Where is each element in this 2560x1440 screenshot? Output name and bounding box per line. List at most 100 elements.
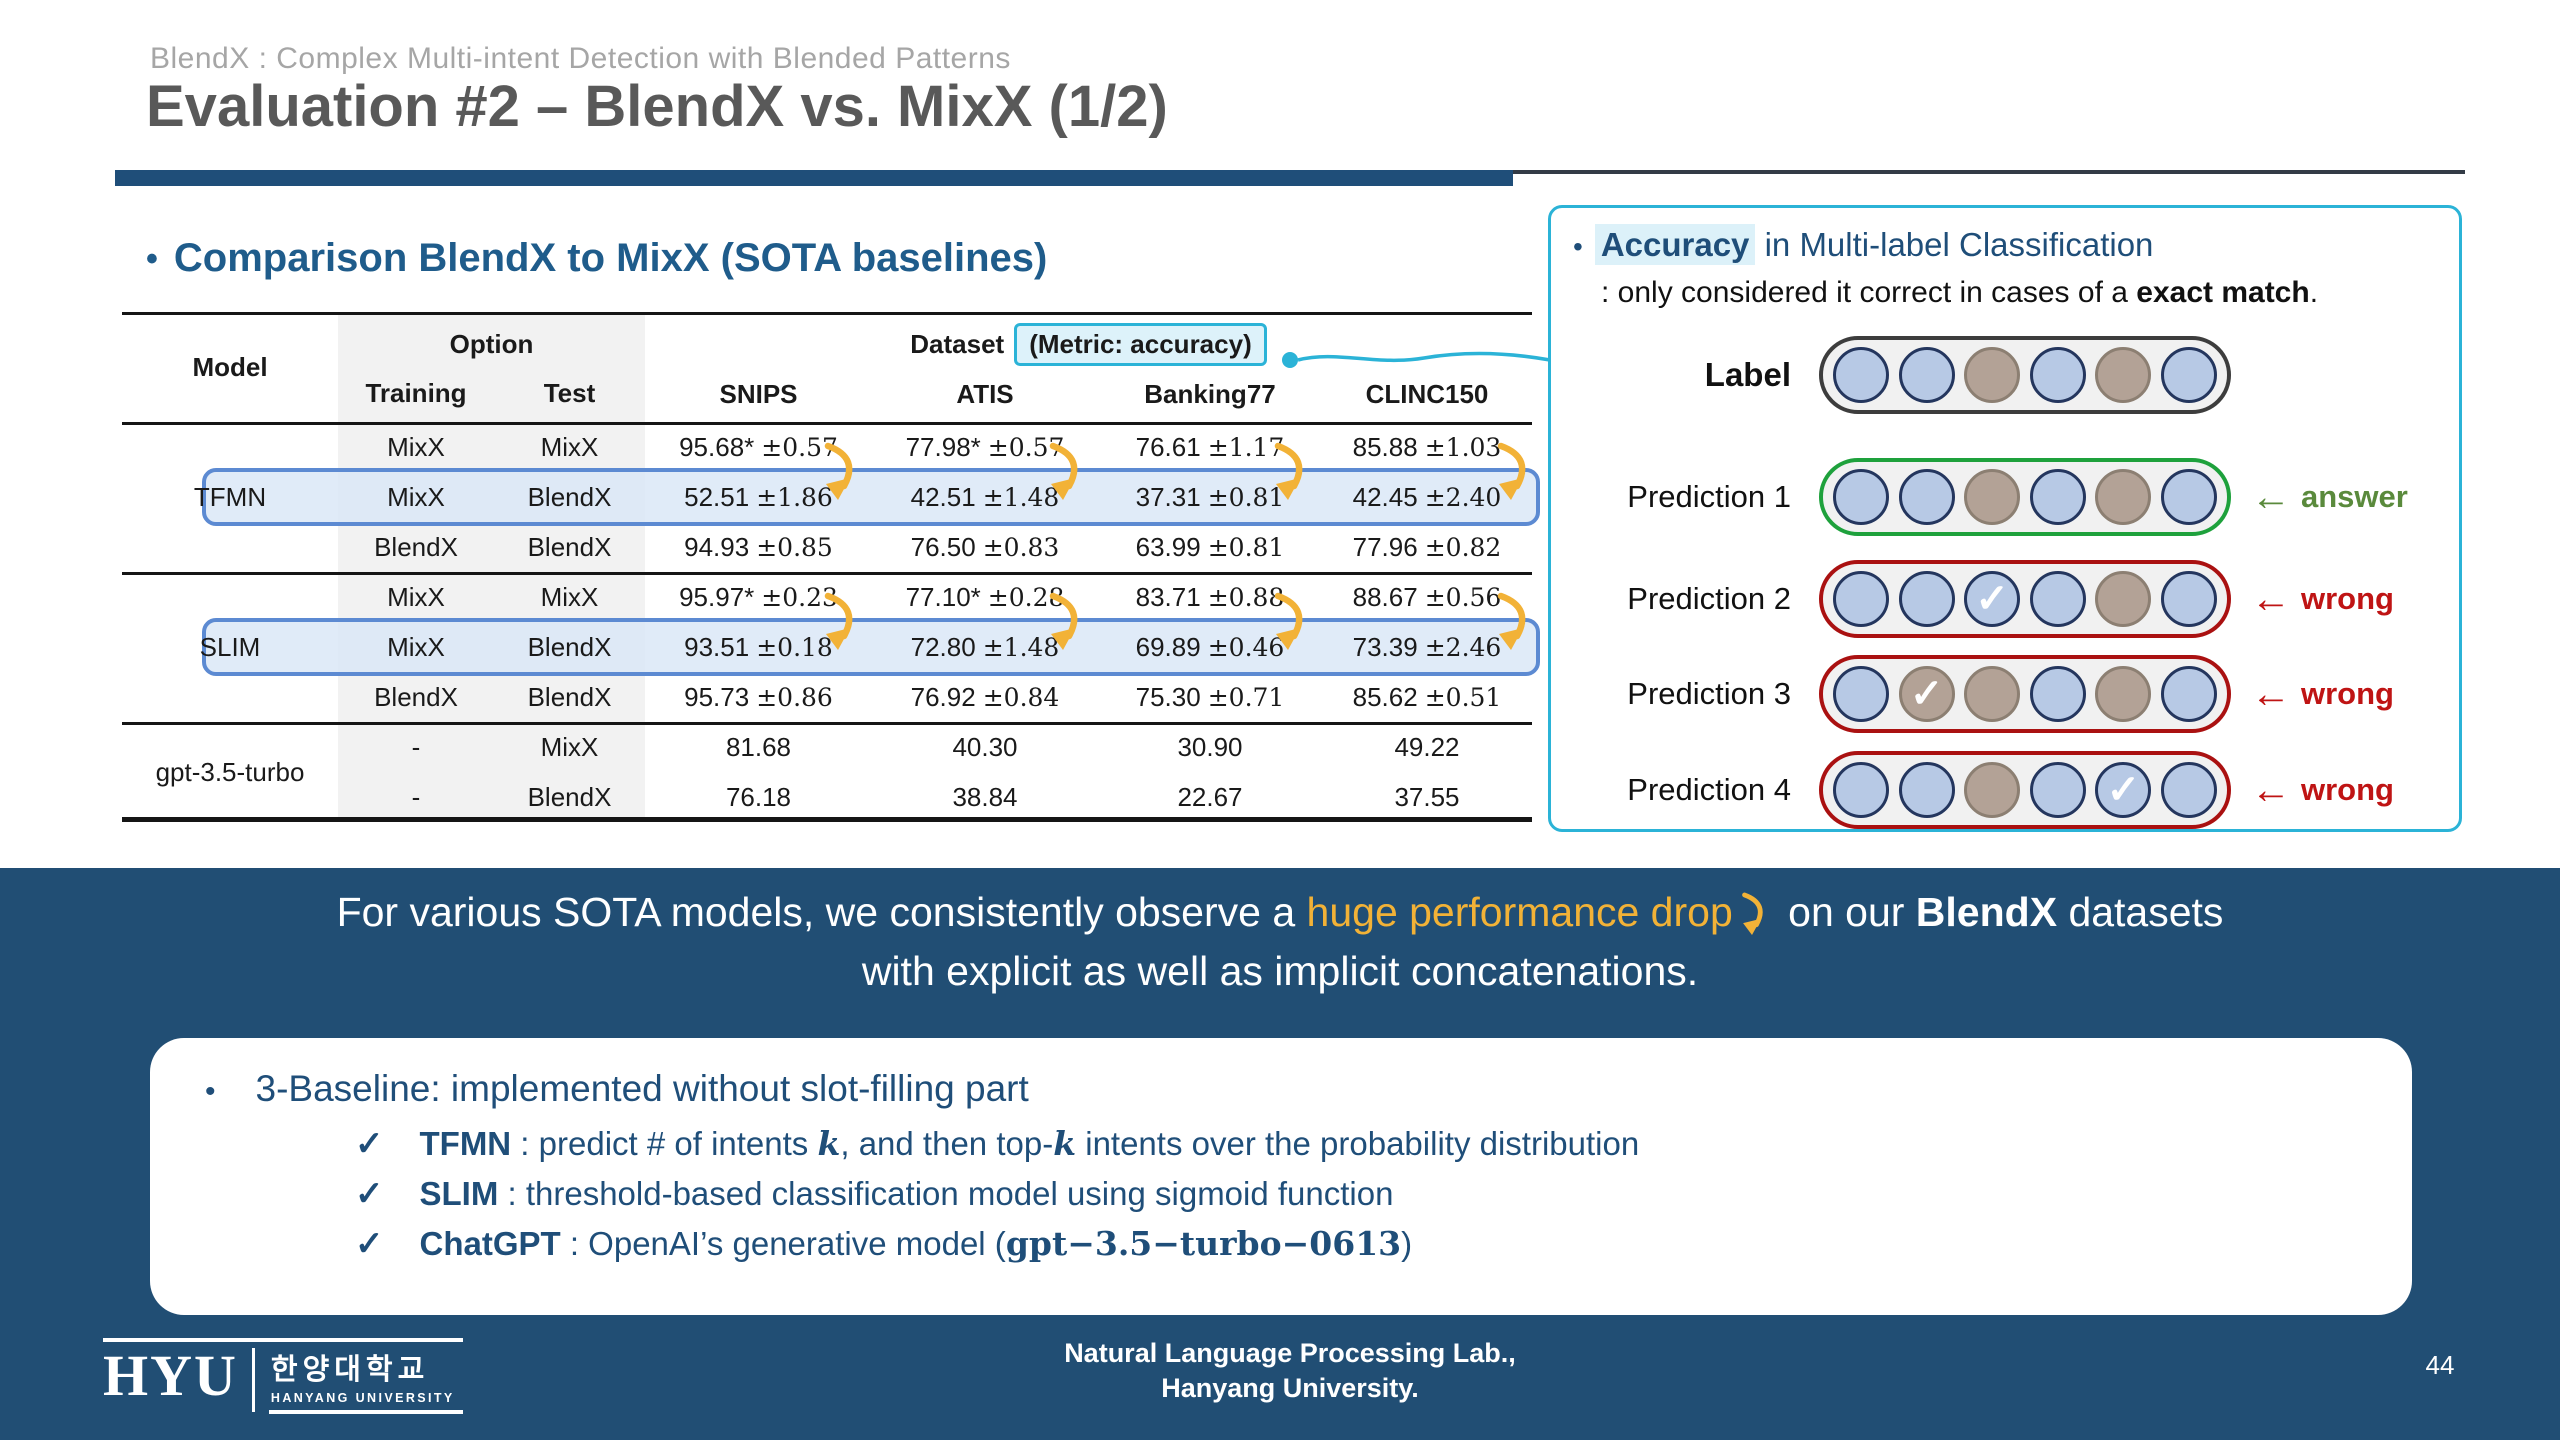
cell-clinc: 77.96 ±0.82 xyxy=(1352,531,1502,562)
col-header-clinc150: CLINC150 xyxy=(1365,378,1489,409)
label-pill xyxy=(1819,336,2231,414)
takeaway-post: datasets xyxy=(2057,888,2224,935)
accuracy-highlight: Accuracy xyxy=(1594,224,1756,265)
prediction-row-1: Prediction 1 ← answer xyxy=(1551,458,2465,536)
callout-dot-icon xyxy=(1282,352,1298,368)
cell-training: - xyxy=(411,731,421,762)
bullet-icon: • xyxy=(1573,231,1583,262)
cell-test: BlendX xyxy=(527,631,612,662)
intent-circle xyxy=(1964,347,2021,403)
takeaway-pre: For various SOTA models, we consistently… xyxy=(336,888,1307,935)
hyu-logo: HYU 한양대학교 HANYANG UNIVERSITY xyxy=(103,1338,463,1414)
col-header-training: Training xyxy=(365,377,467,408)
cell-clinc: 85.62 ±0.51 xyxy=(1352,681,1502,712)
cell-clinc: 85.88 ±1.03 xyxy=(1352,431,1502,462)
intent-circle xyxy=(1833,571,1889,627)
intent-circle xyxy=(2095,571,2152,627)
intent-circle xyxy=(1964,666,2021,722)
table-row: BlendX BlendX 94.93 ±0.85 76.50 ±0.83 63.9… xyxy=(122,522,1532,572)
table-rule-group2 xyxy=(122,722,1532,725)
accuracy-panel-title: • Accuracy in Multi-label Classification xyxy=(1573,224,2154,265)
takeaway-highlight: huge performance drop xyxy=(1306,888,1733,935)
table-rule-bottom xyxy=(122,817,1532,822)
page-number: 44 xyxy=(2425,1350,2455,1380)
label-row: Label xyxy=(1551,336,2465,414)
table-rule-top xyxy=(122,312,1532,315)
page-title: Evaluation #2 – BlendX vs. MixX (1/2) xyxy=(146,74,1168,139)
cell-snips: 95.73 ±0.86 xyxy=(684,681,833,712)
cell-test: BlendX xyxy=(527,481,612,512)
col-header-snips: SNIPS xyxy=(719,378,798,409)
intent-circle xyxy=(1964,571,2021,627)
intent-circle xyxy=(2029,347,2086,403)
prediction-row-2: Prediction 2 ← wrong xyxy=(1551,560,2465,638)
cell-test: MixX xyxy=(540,731,599,762)
accuracy-panel: • Accuracy in Multi-label Classification… xyxy=(1548,205,2462,832)
option-column-background xyxy=(338,312,645,819)
check-icon: ✓ xyxy=(355,1225,384,1263)
drop-arrow-icon xyxy=(1741,892,1763,936)
baselines-heading: • 3-Baseline: implemented without slot-f… xyxy=(205,1068,1029,1110)
intent-circle xyxy=(2095,666,2152,722)
intent-circle xyxy=(2160,762,2217,818)
verdict-tag: ← wrong xyxy=(2251,576,2394,621)
prediction-row-3: Prediction 3 ← wrong xyxy=(1551,655,2465,733)
baselines-box: • 3-Baseline: implemented without slot-f… xyxy=(150,1038,2412,1315)
intent-circle xyxy=(1964,762,2021,818)
prediction-row-4: Prediction 4 ← wrong xyxy=(1551,751,2465,829)
hyu-logo-acronym: HYU xyxy=(103,1343,238,1408)
table-rule-header xyxy=(122,422,1532,425)
arrow-left-icon: ← xyxy=(2251,767,2291,812)
results-table: Model Option Training Test Dataset (Metr… xyxy=(122,312,1540,822)
table-header: Model Option Training Test Dataset (Metr… xyxy=(122,312,1532,422)
cell-test: BlendX xyxy=(527,531,612,562)
cell-clinc: 49.22 xyxy=(1394,731,1460,762)
verdict-tag: ← wrong xyxy=(2251,767,2394,812)
cell-training: MixX xyxy=(387,631,445,662)
cell-banking: 37.31 ±0.81 xyxy=(1135,481,1285,512)
prediction-pill xyxy=(1819,560,2231,638)
table-rule-group1 xyxy=(122,572,1532,575)
col-header-atis: ATIS xyxy=(956,378,1014,409)
cell-snips: 94.93 ±0.85 xyxy=(684,531,833,562)
cell-banking: 83.71 ±0.88 xyxy=(1135,581,1285,612)
prediction-row-name: Prediction 1 xyxy=(1627,479,1791,514)
table-row-highlighted: MixX BlendX 52.51 ±1.86 42.51 ±1.48 37.31 ±… xyxy=(122,472,1532,522)
verdict-tag: ← answer xyxy=(2251,474,2408,519)
accuracy-title-rest: in Multi-label Classification xyxy=(1755,226,2154,263)
intent-circle xyxy=(1964,469,2021,525)
cell-snips: 76.18 xyxy=(725,781,792,812)
drop-arrow-icon xyxy=(824,442,853,500)
drop-arrow-icon xyxy=(824,592,853,650)
lab-credit: Natural Language Processing Lab., Hanyan… xyxy=(970,1336,1610,1406)
intent-circle xyxy=(1833,347,1889,403)
cell-clinc: 42.45 ±2.40 xyxy=(1352,481,1502,512)
prediction-row-name: Prediction 3 xyxy=(1627,676,1791,711)
comparison-heading: • Comparison BlendX to MixX (SOTA baseli… xyxy=(146,236,1047,281)
cell-atis: 42.51 ±1.48 xyxy=(910,481,1060,512)
intent-circle xyxy=(2160,347,2217,403)
highlight-box xyxy=(202,468,1540,526)
intent-circle xyxy=(1898,571,1955,627)
drop-arrow-icon xyxy=(1274,442,1303,500)
drop-arrow-icon xyxy=(1497,592,1526,650)
cell-banking: 30.90 xyxy=(1177,731,1243,762)
table-row-highlighted: MixX BlendX 93.51 ±0.18 72.80 ±1.48 69.89 ±… xyxy=(122,622,1532,672)
logo-divider xyxy=(251,1348,255,1412)
takeaway-section: For various SOTA models, we consistently… xyxy=(0,868,2560,1440)
takeaway-blendx: BlendX xyxy=(1915,888,2058,935)
intent-circle xyxy=(1898,469,1955,525)
col-header-banking77: Banking77 xyxy=(1144,378,1276,409)
intent-circle xyxy=(2160,666,2217,722)
table-group-tfmn: TFMN MixX MixX 95.68* ±0.57 77.98* ±0.57 7… xyxy=(122,422,1540,572)
prediction-row-name: Prediction 2 xyxy=(1627,581,1791,616)
prediction-pill xyxy=(1819,655,2231,733)
takeaway-line2: with explicit as well as implicit concat… xyxy=(861,948,1699,994)
accuracy-panel-subtitle: : only considered it correct in cases of… xyxy=(1601,276,2319,309)
hyu-logo-korean: 한양대학교 xyxy=(270,1354,430,1386)
cell-atis: 72.80 ±1.48 xyxy=(910,631,1060,662)
cell-banking: 63.99 ±0.81 xyxy=(1135,531,1285,562)
intent-circle xyxy=(2095,347,2152,403)
cell-atis: 40.30 xyxy=(952,731,1018,762)
